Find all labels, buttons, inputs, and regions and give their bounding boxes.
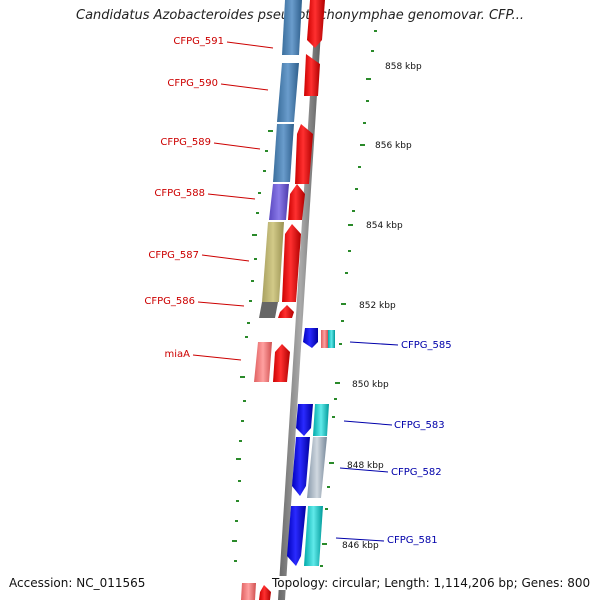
label-CFPG_585[interactable]: CFPG_585	[401, 340, 452, 351]
gene-CFPG_583[interactable]	[296, 404, 329, 436]
label-CFPG_586[interactable]: CFPG_586	[144, 296, 195, 307]
gene-bottom-partial[interactable]	[241, 583, 271, 600]
scale-label-846: 846 kbp	[342, 541, 379, 551]
scale-label-848: 848 kbp	[347, 461, 384, 471]
right-leader-lines	[335, 341, 399, 542]
scale-label-854: 854 kbp	[366, 221, 403, 231]
label-miaA[interactable]: miaA	[165, 349, 191, 360]
gene-CFPG_586[interactable]	[259, 302, 294, 318]
label-CFPG_588[interactable]: CFPG_588	[154, 188, 205, 199]
gene-CFPG_588[interactable]	[269, 184, 305, 220]
scale-label-852: 852 kbp	[359, 301, 396, 311]
label-CFPG_582[interactable]: CFPG_582	[391, 467, 442, 478]
label-CFPG_590[interactable]: CFPG_590	[167, 78, 218, 89]
label-CFPG_589[interactable]: CFPG_589	[160, 137, 211, 148]
gene-CFPG_585[interactable]	[303, 328, 335, 348]
gene-miaA[interactable]	[254, 342, 290, 382]
scale-label-858: 858 kbp	[385, 62, 422, 72]
gene-CFPG_591[interactable]	[282, 0, 325, 55]
scale-label-856: 856 kbp	[375, 141, 412, 151]
genome-backbone	[278, 0, 323, 600]
gene-CFPG_581[interactable]	[287, 506, 323, 566]
gene-CFPG_589[interactable]	[273, 124, 313, 184]
label-CFPG_583[interactable]: CFPG_583	[394, 420, 445, 431]
genome-summary-text: Topology: circular; Length: 1,114,206 bp…	[272, 576, 594, 590]
left-leader-lines	[192, 41, 274, 361]
gene-CFPG_582[interactable]	[292, 437, 327, 498]
gene-CFPG_590[interactable]	[277, 54, 320, 122]
accession-text: Accession: NC_011565	[9, 576, 146, 590]
label-CFPG_581[interactable]: CFPG_581	[387, 535, 438, 546]
label-CFPG_587[interactable]: CFPG_587	[148, 250, 199, 261]
gene-CFPG_587[interactable]	[262, 222, 301, 302]
label-CFPG_591[interactable]: CFPG_591	[173, 36, 224, 47]
scale-label-850: 850 kbp	[352, 380, 389, 390]
